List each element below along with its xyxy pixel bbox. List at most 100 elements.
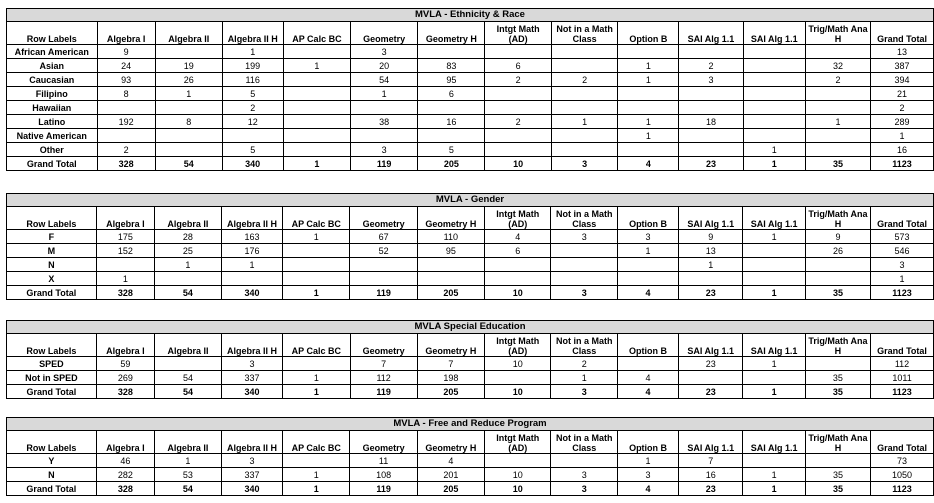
data-cell[interactable] (416, 271, 485, 286)
column-header[interactable]: Trig/Math Ana H (804, 206, 872, 230)
column-header[interactable]: Grand Total (870, 430, 934, 454)
data-cell[interactable]: 1011 (870, 370, 934, 385)
data-cell[interactable] (804, 257, 872, 272)
data-cell[interactable]: 2 (96, 142, 156, 157)
grand-total-cell[interactable]: 328 (96, 156, 156, 171)
data-cell[interactable]: 1 (282, 58, 352, 73)
data-cell[interactable] (282, 44, 352, 59)
data-cell[interactable]: 2 (221, 100, 284, 115)
data-cell[interactable]: 20 (350, 58, 419, 73)
data-cell[interactable] (550, 271, 619, 286)
data-cell[interactable] (742, 453, 806, 468)
data-cell[interactable] (550, 100, 619, 115)
grand-total-cell[interactable]: 10 (483, 481, 552, 496)
data-cell[interactable]: 26 (804, 243, 872, 258)
data-cell[interactable] (96, 100, 156, 115)
data-cell[interactable]: 25 (153, 243, 222, 258)
data-cell[interactable]: 163 (220, 229, 284, 244)
column-header[interactable]: Geometry (349, 206, 418, 230)
data-cell[interactable]: 2 (870, 100, 934, 115)
grand-total-cell[interactable]: 328 (95, 481, 155, 496)
column-header[interactable]: AP Calc BC (282, 206, 351, 230)
data-cell[interactable] (417, 44, 486, 59)
data-cell[interactable] (550, 44, 619, 59)
grand-total-cell[interactable]: 1123 (870, 384, 934, 399)
data-cell[interactable]: 5 (221, 86, 284, 101)
data-cell[interactable]: 112 (870, 356, 934, 371)
grand-total-cell[interactable]: 328 (95, 285, 155, 300)
data-cell[interactable] (742, 128, 806, 143)
data-cell[interactable]: 1 (742, 467, 806, 482)
column-header[interactable]: SAI Alg 1.1 (678, 206, 744, 230)
data-cell[interactable] (282, 257, 351, 272)
data-cell[interactable] (154, 142, 223, 157)
data-cell[interactable]: 35 (804, 370, 872, 385)
data-cell[interactable] (282, 86, 352, 101)
data-cell[interactable] (282, 114, 352, 129)
grand-total-cell[interactable]: 1 (282, 384, 351, 399)
data-cell[interactable] (804, 356, 872, 371)
grand-total-cell[interactable]: 1 (742, 384, 806, 399)
data-cell[interactable]: 93 (96, 72, 156, 87)
data-cell[interactable] (617, 271, 680, 286)
data-cell[interactable]: 394 (870, 72, 934, 87)
data-cell[interactable]: 1 (742, 356, 806, 371)
data-cell[interactable]: 7 (678, 453, 744, 468)
row-label[interactable]: Filipino (6, 86, 98, 101)
data-cell[interactable]: 18 (678, 114, 744, 129)
data-cell[interactable] (550, 128, 619, 143)
grand-total-cell[interactable]: 54 (154, 384, 222, 399)
grand-total-cell[interactable]: 1 (742, 285, 806, 300)
data-cell[interactable]: 1050 (870, 467, 934, 482)
data-cell[interactable]: 282 (95, 467, 155, 482)
data-cell[interactable]: 1 (550, 114, 619, 129)
row-label[interactable]: N (6, 467, 97, 482)
data-cell[interactable]: 19 (154, 58, 223, 73)
data-cell[interactable]: 175 (95, 229, 155, 244)
data-cell[interactable]: 52 (349, 243, 418, 258)
data-cell[interactable]: 59 (95, 356, 156, 371)
data-cell[interactable]: 54 (154, 370, 222, 385)
column-header[interactable]: Row Labels (6, 430, 97, 454)
grand-total-cell[interactable]: 205 (416, 481, 485, 496)
data-cell[interactable]: 9 (804, 229, 872, 244)
column-header[interactable]: Algebra II H (220, 333, 284, 357)
data-cell[interactable]: 152 (95, 243, 155, 258)
grand-total-cell[interactable]: 205 (416, 285, 485, 300)
data-cell[interactable] (804, 44, 872, 59)
data-cell[interactable]: 1 (742, 142, 806, 157)
column-header[interactable]: Algebra II (154, 21, 223, 45)
column-header[interactable]: Algebra I (96, 21, 156, 45)
data-cell[interactable] (804, 86, 872, 101)
grand-total-cell[interactable]: 23 (678, 384, 744, 399)
data-cell[interactable] (483, 271, 552, 286)
grand-total-cell[interactable]: 1123 (870, 481, 934, 496)
data-cell[interactable] (282, 271, 351, 286)
data-cell[interactable]: 1 (221, 44, 284, 59)
grand-total-cell[interactable]: 3 (550, 481, 619, 496)
data-cell[interactable] (678, 86, 744, 101)
column-header[interactable]: Row Labels (6, 206, 97, 230)
data-cell[interactable]: 1 (95, 271, 155, 286)
data-cell[interactable]: 1 (153, 453, 222, 468)
data-cell[interactable]: 546 (870, 243, 934, 258)
data-cell[interactable] (349, 271, 418, 286)
grand-total-cell[interactable]: 4 (617, 384, 680, 399)
data-cell[interactable] (678, 44, 744, 59)
data-cell[interactable]: 1 (804, 114, 872, 129)
data-cell[interactable]: 3 (617, 229, 680, 244)
column-header[interactable]: SAI Alg 1.1 (742, 21, 806, 45)
grand-total-cell[interactable]: 1 (742, 481, 806, 496)
data-cell[interactable]: 176 (220, 243, 284, 258)
data-cell[interactable]: 3 (617, 467, 680, 482)
grand-total-cell[interactable]: 3 (550, 156, 619, 171)
grand-total-cell[interactable]: 23 (678, 156, 744, 171)
data-cell[interactable] (742, 114, 806, 129)
data-cell[interactable] (154, 44, 223, 59)
data-cell[interactable]: 2 (484, 72, 552, 87)
column-header[interactable]: Geometry H (416, 333, 485, 357)
column-header[interactable]: SAI Alg 1.1 (678, 21, 744, 45)
row-label[interactable]: Asian (6, 58, 98, 73)
data-cell[interactable]: 23 (678, 356, 744, 371)
grand-total-cell[interactable]: 10 (483, 384, 552, 399)
